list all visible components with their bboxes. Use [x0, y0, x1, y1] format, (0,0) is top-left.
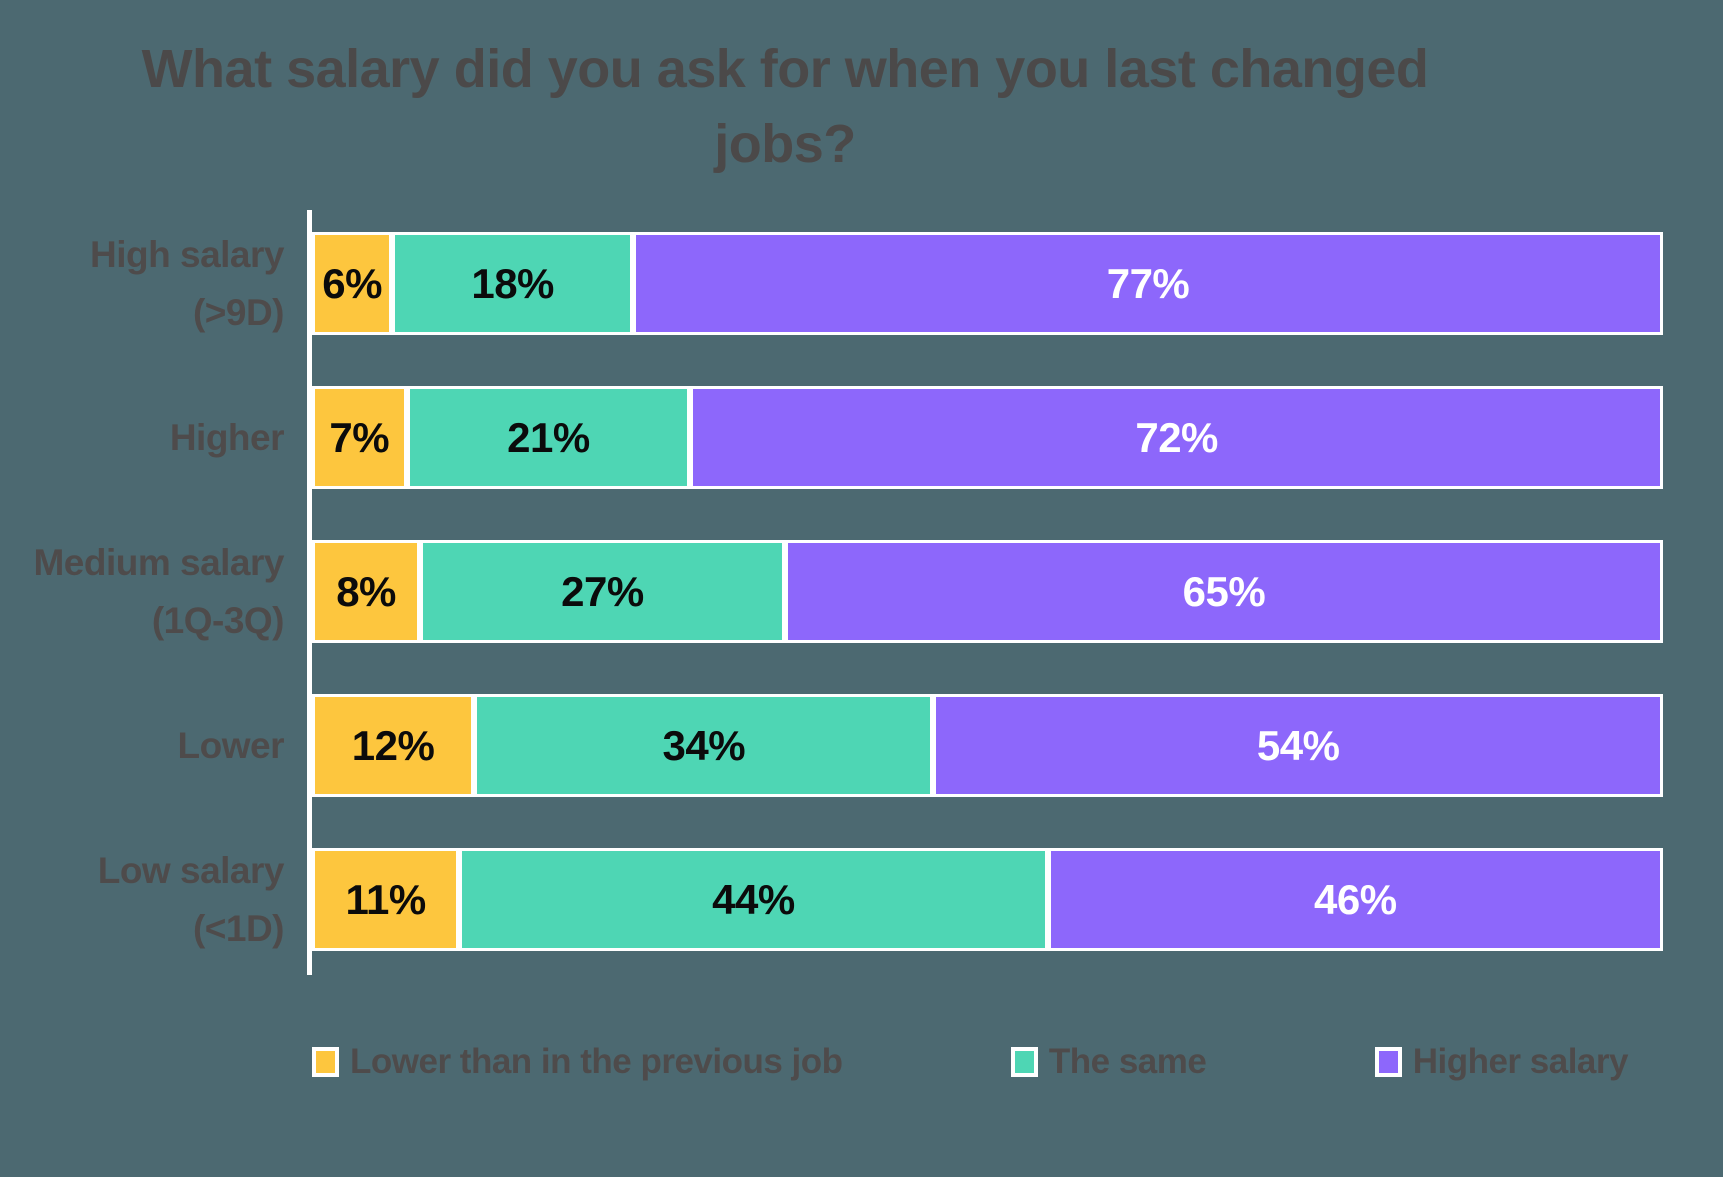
category-label-line: Lower: [177, 724, 285, 766]
category-label: Low salary (<1D): [0, 848, 312, 951]
stacked-bar: 12% 34% 54%: [312, 694, 1663, 797]
bar-segment: 8%: [312, 540, 421, 643]
bar-segment: 54%: [933, 694, 1663, 797]
bar-segment: 72%: [690, 386, 1663, 489]
bar-segment: 12%: [312, 694, 475, 797]
category-label-line: (>9D): [192, 291, 285, 333]
legend-label: Lower than in the previous job: [350, 1042, 843, 1081]
bar-row: Higher 7% 21% 72%: [0, 386, 1663, 489]
bar-row: Lower 12% 34% 54%: [0, 694, 1663, 797]
legend-label: Higher salary: [1412, 1042, 1629, 1081]
bar-row: Low salary (<1D) 11% 44% 46%: [0, 848, 1663, 951]
stacked-bar: 7% 21% 72%: [312, 386, 1663, 489]
bar-segment: 65%: [784, 540, 1663, 643]
y-axis-line: [307, 210, 312, 975]
category-label-line: Medium salary: [33, 542, 284, 584]
category-label-line: High salary: [90, 234, 284, 276]
legend-item: Higher salary: [1374, 1042, 1629, 1082]
legend-swatch-icon: [312, 1047, 339, 1077]
bar-row: High salary (>9D) 6% 18% 77%: [0, 232, 1663, 335]
legend-item: Lower than in the previous job: [312, 1042, 843, 1082]
bar-segment: 44%: [459, 848, 1048, 951]
category-label: Higher: [0, 386, 312, 489]
legend: Lower than in the previous job The same …: [312, 1030, 1628, 1094]
bar-segment: 18%: [392, 232, 634, 335]
chart-title: What salary did you ask for when you las…: [141, 39, 1429, 174]
bar-segment: 46%: [1047, 848, 1663, 951]
legend-item: The same: [1010, 1042, 1207, 1082]
category-label-line: Low salary: [97, 850, 285, 892]
legend-label: The same: [1048, 1042, 1207, 1081]
bar-segment: 21%: [406, 386, 691, 489]
stacked-bar: 8% 27% 65%: [312, 540, 1663, 643]
bar-segment: 34%: [474, 694, 934, 797]
category-label-line: (<1D): [192, 907, 285, 949]
category-label-line: Higher: [169, 416, 285, 458]
category-label: Medium salary (1Q-3Q): [0, 540, 312, 643]
stacked-bar: 6% 18% 77%: [312, 232, 1663, 335]
bar-segment: 27%: [420, 540, 785, 643]
bar-segment: 11%: [312, 848, 460, 951]
bar-rows: High salary (>9D) 6% 18% 77% Higher 7% 21% 72…: [0, 232, 1663, 1002]
category-label-line: (1Q-3Q): [151, 599, 285, 641]
bar-segment: 7%: [312, 386, 407, 489]
category-label: High salary (>9D): [0, 232, 312, 335]
stacked-bar: 11% 44% 46%: [312, 848, 1663, 951]
bar-segment: 77%: [633, 232, 1663, 335]
legend-swatch-icon: [1010, 1047, 1038, 1077]
legend-swatch-icon: [1374, 1047, 1402, 1077]
bar-segment: 6%: [312, 232, 393, 335]
category-label: Lower: [0, 694, 312, 797]
bar-row: Medium salary (1Q-3Q) 8% 27% 65%: [0, 540, 1663, 643]
